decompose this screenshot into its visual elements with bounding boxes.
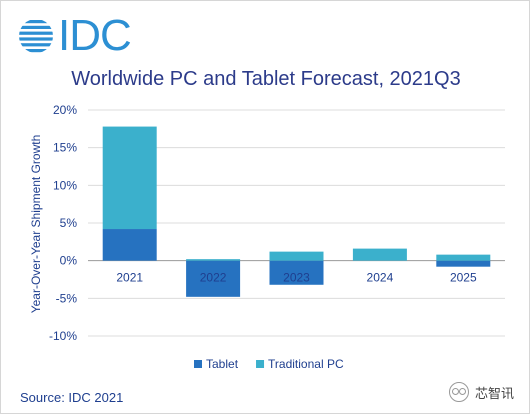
y-tick-label: -5% [56,291,78,305]
bar-tablet-2022 [186,260,241,297]
idc-logo: IDC [18,11,132,60]
y-tick-label: 0% [60,254,78,268]
logo-text: IDC [58,11,132,60]
bar-traditional-pc-2024 [352,248,407,261]
bar-traditional-pc-2023 [269,251,324,261]
x-tick-label: 2023 [283,271,310,285]
y-tick-label: 15% [53,141,77,155]
legend-swatch [256,360,265,368]
legend-label: Tablet [206,357,239,371]
x-tick-label: 2025 [450,271,477,285]
y-tick-label: 5% [60,216,78,230]
legend-label: Traditional PC [268,357,344,371]
bar-traditional-pc-2021 [102,126,157,230]
bar-tablet-2023 [269,260,324,285]
y-tick-label: 20% [53,103,77,117]
x-tick-label: 2022 [200,271,227,285]
legend: Tablet Traditional PC [194,357,344,371]
globe-icon [19,20,53,53]
watermark: 芯智讯 [448,382,514,402]
bar-tablet-2025 [436,260,491,267]
y-axis-label: Year-Over-Year Shipment Growth [29,135,43,314]
y-tick-labels: 20% 15% 10% 5% 0% -5% -10% [49,103,77,343]
x-tick-label: 2024 [367,271,394,285]
x-tick-labels: 2021 2022 2023 2024 2025 [116,271,477,285]
watermark-text: 芯智讯 [474,385,514,401]
y-tick-label: -10% [49,329,77,343]
bar-traditional-pc-2022 [186,259,241,261]
source-note: Source: IDC 2021 [20,390,124,405]
bars [102,126,491,297]
bar-traditional-pc-2025 [436,254,491,261]
wechat-icon [448,382,469,402]
bar-tablet-2021 [102,229,157,261]
chart-title: Worldwide PC and Tablet Forecast, 2021Q3 [71,68,461,90]
x-tick-label: 2021 [116,271,143,285]
legend-swatch [194,360,202,368]
y-tick-label: 10% [53,178,77,192]
